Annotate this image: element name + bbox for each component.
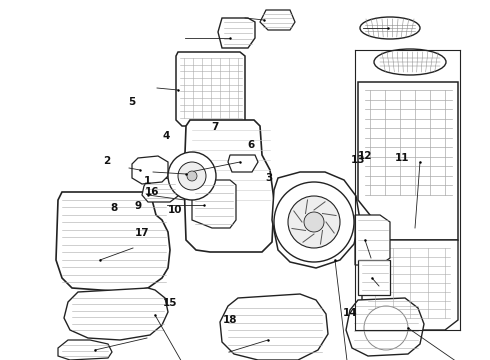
Polygon shape <box>184 120 274 252</box>
Circle shape <box>364 306 408 350</box>
Text: 5: 5 <box>129 96 136 107</box>
Text: 1: 1 <box>144 176 150 186</box>
Circle shape <box>288 196 340 248</box>
Text: 13: 13 <box>350 155 365 165</box>
Polygon shape <box>228 155 258 172</box>
Polygon shape <box>132 156 168 184</box>
Circle shape <box>168 152 216 200</box>
Circle shape <box>178 162 206 190</box>
Polygon shape <box>56 192 170 292</box>
Text: 15: 15 <box>163 298 178 308</box>
Text: 18: 18 <box>223 315 238 325</box>
Ellipse shape <box>374 49 446 75</box>
Ellipse shape <box>360 17 420 39</box>
Polygon shape <box>346 298 424 356</box>
Polygon shape <box>358 82 458 240</box>
Text: 3: 3 <box>265 173 272 183</box>
Text: 16: 16 <box>145 186 159 197</box>
Polygon shape <box>220 294 328 360</box>
Polygon shape <box>362 240 458 330</box>
Text: 17: 17 <box>135 228 149 238</box>
Polygon shape <box>64 288 168 340</box>
Circle shape <box>187 171 197 181</box>
Text: 14: 14 <box>343 308 358 318</box>
Polygon shape <box>355 215 390 265</box>
Circle shape <box>304 212 324 232</box>
Polygon shape <box>58 340 112 360</box>
Circle shape <box>274 182 354 262</box>
Polygon shape <box>192 180 236 228</box>
Polygon shape <box>218 18 255 48</box>
Polygon shape <box>176 52 245 126</box>
Text: 12: 12 <box>358 150 373 161</box>
Polygon shape <box>272 172 360 268</box>
Text: 10: 10 <box>168 204 183 215</box>
Polygon shape <box>260 10 295 30</box>
Text: 11: 11 <box>394 153 409 163</box>
Text: 9: 9 <box>135 201 142 211</box>
Text: 7: 7 <box>211 122 219 132</box>
Text: 2: 2 <box>103 156 110 166</box>
Polygon shape <box>358 260 390 295</box>
Text: 8: 8 <box>110 203 117 213</box>
Polygon shape <box>142 178 178 202</box>
Text: 4: 4 <box>163 131 171 141</box>
Text: 6: 6 <box>247 140 254 150</box>
